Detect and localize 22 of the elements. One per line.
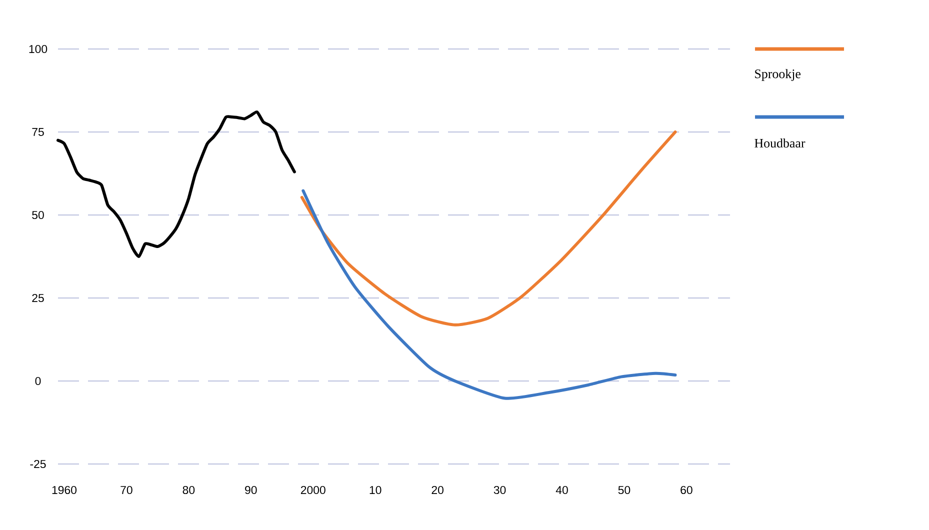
line-series xyxy=(302,189,677,400)
y-tick-label: 50 xyxy=(32,210,44,220)
y-tick-label: -25 xyxy=(30,460,46,468)
line-series xyxy=(56,110,296,258)
y-tick-label: 100 xyxy=(29,44,48,54)
x-tick-label: 50 xyxy=(618,486,630,494)
y-tick-label: 25 xyxy=(32,294,44,302)
x-tick-label: 30 xyxy=(494,486,506,494)
text: Sprookje xyxy=(755,69,801,81)
x-tick-label: 40 xyxy=(556,486,568,494)
line-series xyxy=(300,130,677,326)
x-tick-label: 10 xyxy=(370,486,382,494)
x-tick-label: 90 xyxy=(245,486,257,494)
y-tick-label: 0 xyxy=(35,376,41,386)
text: Houdbaar xyxy=(754,138,806,148)
x-tick-label: 20 xyxy=(432,486,444,494)
y-tick-label: 75 xyxy=(32,128,44,136)
x-tick-label: 80 xyxy=(182,486,195,494)
x-tick-label: 60 xyxy=(680,486,692,494)
x-tick-label: 2000 xyxy=(300,486,326,494)
x-tick-label: 70 xyxy=(120,486,132,494)
x-tick-label: 1960 xyxy=(52,486,77,494)
